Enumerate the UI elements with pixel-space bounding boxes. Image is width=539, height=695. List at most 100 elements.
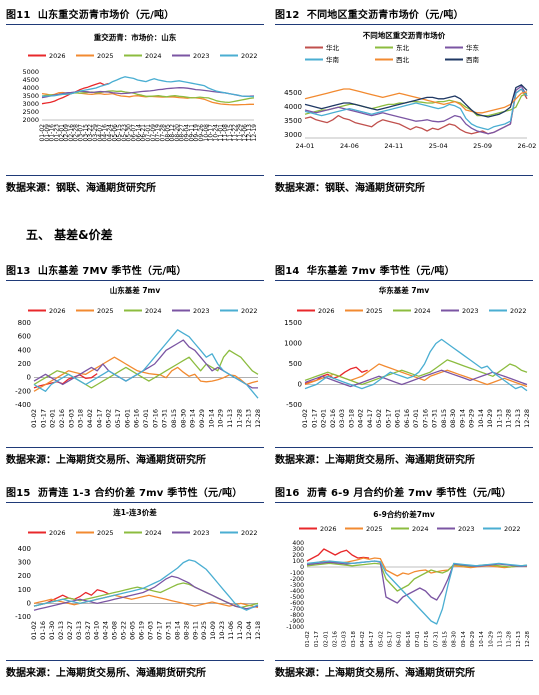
y-tick-label: -300 (290, 582, 304, 589)
x-tick-label: 08-05 (164, 124, 171, 142)
figure-12-title-text: 不同地区重交沥青市场价（元/吨） (306, 10, 464, 21)
x-tick-label: 05-17 (384, 409, 392, 428)
x-tick-label: 07-16 (151, 409, 159, 428)
x-tick-label: 12-04 (245, 621, 253, 640)
figure-11-title-text: 山东重交沥青市场价（元/吨） (37, 10, 175, 21)
figure-13-source-rule (6, 447, 264, 448)
x-tick-label: 06-19 (138, 621, 146, 640)
legend-label-2023: 2023 (462, 307, 479, 315)
series-line-2023 (304, 369, 528, 388)
y-tick-label: 100 (18, 586, 31, 594)
x-tick-label: 02-27 (66, 621, 74, 640)
chart-title: 连1-连3价差 (113, 507, 157, 517)
y-tick-label: 4500 (22, 76, 39, 84)
y-tick-label: -200 (290, 576, 304, 583)
y-tick-label: 0 (300, 564, 304, 571)
x-tick-label: 12-13 (516, 631, 522, 648)
x-tick-label: 03-15 (82, 124, 89, 142)
x-tick-label: 10-17 (208, 124, 215, 142)
x-tick-label: 03-03 (67, 409, 75, 428)
y-tick-label: 300 (18, 559, 31, 567)
x-tick-label: 04-02 (357, 409, 365, 428)
x-tick-label: 01-16 (49, 124, 56, 142)
legend-label-2023: 2023 (193, 307, 210, 315)
x-tick-label: 25-04 (429, 142, 448, 150)
x-tick-label: 12-28 (525, 631, 531, 648)
figure-12-title-rule (275, 24, 533, 25)
x-tick-label: 07-31 (164, 621, 172, 640)
figure-14-title-text: 华东基差 7mv 季节性（元/吨） (306, 266, 455, 277)
series-line-西北 (304, 88, 528, 114)
x-tick-label: 03-07 (78, 124, 85, 142)
y-tick-label: -400 (15, 401, 31, 409)
x-tick-label: 07-17 (155, 621, 163, 640)
legend-label-2024: 2024 (412, 525, 429, 533)
x-tick-label: 12-28 (523, 409, 531, 428)
figure-16-number: 图16 (275, 488, 300, 499)
series-line-华东 (304, 85, 528, 135)
x-tick-label: 09-14 (461, 631, 467, 648)
x-tick-label: 24-11 (384, 142, 403, 150)
figure-16-source: 数据来源：上海期货交易所、海通期货研究所 (275, 668, 475, 679)
figure-13-title: 图13 山东基差 7MV 季节性（元/吨） (6, 262, 187, 277)
x-tick-label: 04-07 (97, 124, 104, 142)
figure-16-title-rule (275, 502, 533, 503)
legend-label-2026: 2026 (49, 52, 66, 60)
legend-label-华南: 华南 (326, 55, 340, 64)
x-tick-label: 03-03 (342, 631, 348, 648)
x-tick-label: 12-18 (254, 621, 262, 640)
figure-15-source: 数据来源：上海期货交易所、海通期货研究所 (6, 668, 206, 679)
x-tick-label: 06-01 (123, 409, 131, 428)
y-tick-label: -400 (290, 588, 304, 595)
x-tick-label: 07-01 (412, 409, 420, 428)
legend-label-2024: 2024 (145, 307, 162, 315)
series-line-2025 (41, 91, 254, 106)
x-tick-label: 09-14 (458, 409, 466, 428)
y-tick-label: -1000 (286, 624, 304, 631)
x-tick-label: 11-08 (222, 124, 229, 142)
x-tick-label: 10-29 (488, 631, 494, 648)
chart-title: 重交沥青：市场价：山东 (94, 32, 177, 42)
figure-12-number: 图12 (275, 10, 300, 21)
series-line-西南 (304, 84, 528, 118)
figure-11-title: 图11 山东重交沥青市场价（元/吨） (6, 6, 174, 21)
x-tick-label: 02-16 (68, 124, 75, 142)
x-tick-label: 11-15 (227, 124, 234, 142)
x-tick-label: 10-29 (217, 409, 225, 428)
legend-label-2022: 2022 (510, 307, 527, 315)
x-tick-label: 06-01 (394, 409, 402, 428)
x-tick-label: 01-16 (39, 621, 47, 640)
y-tick-label: 100 (292, 558, 304, 565)
legend-label-2026: 2026 (49, 307, 66, 315)
legend-label-2022: 2022 (241, 529, 258, 537)
x-tick-label: 01-02 (39, 124, 46, 142)
x-tick-label: 04-17 (366, 409, 374, 428)
x-tick-label: 11-20 (236, 621, 244, 640)
x-tick-label: 26-02 (518, 142, 537, 150)
legend-label-2023: 2023 (458, 525, 475, 533)
x-tick-label: 01-02 (30, 409, 38, 428)
legend-label-2025: 2025 (97, 529, 114, 537)
x-tick-label: 07-28 (159, 124, 166, 142)
x-tick-label: 09-11 (188, 124, 195, 142)
y-tick-label: 200 (292, 552, 304, 559)
legend-label-东北: 东北 (396, 43, 410, 52)
x-tick-label: 10-09 (209, 621, 217, 640)
x-tick-label: 08-15 (170, 409, 178, 428)
x-tick-label: 10-23 (218, 621, 226, 640)
figure-15-title-text: 沥青连 1-3 合约价差 7mv 季节性（元/吨） (37, 488, 243, 499)
x-tick-label: 07-31 (161, 409, 169, 428)
legend-label-西北: 西北 (396, 56, 410, 64)
y-tick-label: 1500 (284, 319, 302, 327)
x-tick-label: 04-02 (360, 631, 366, 647)
x-tick-label: 09-11 (191, 621, 199, 640)
x-tick-label: 12-06 (241, 124, 248, 142)
x-tick-label: 11-28 (507, 631, 513, 648)
x-tick-label: 03-18 (351, 631, 357, 648)
series-line-2022 (41, 76, 255, 98)
x-tick-label: 08-20 (174, 124, 181, 142)
x-tick-label: 06-14 (135, 124, 142, 142)
series-line-2022 (304, 338, 528, 392)
series-line-2022 (33, 559, 259, 611)
